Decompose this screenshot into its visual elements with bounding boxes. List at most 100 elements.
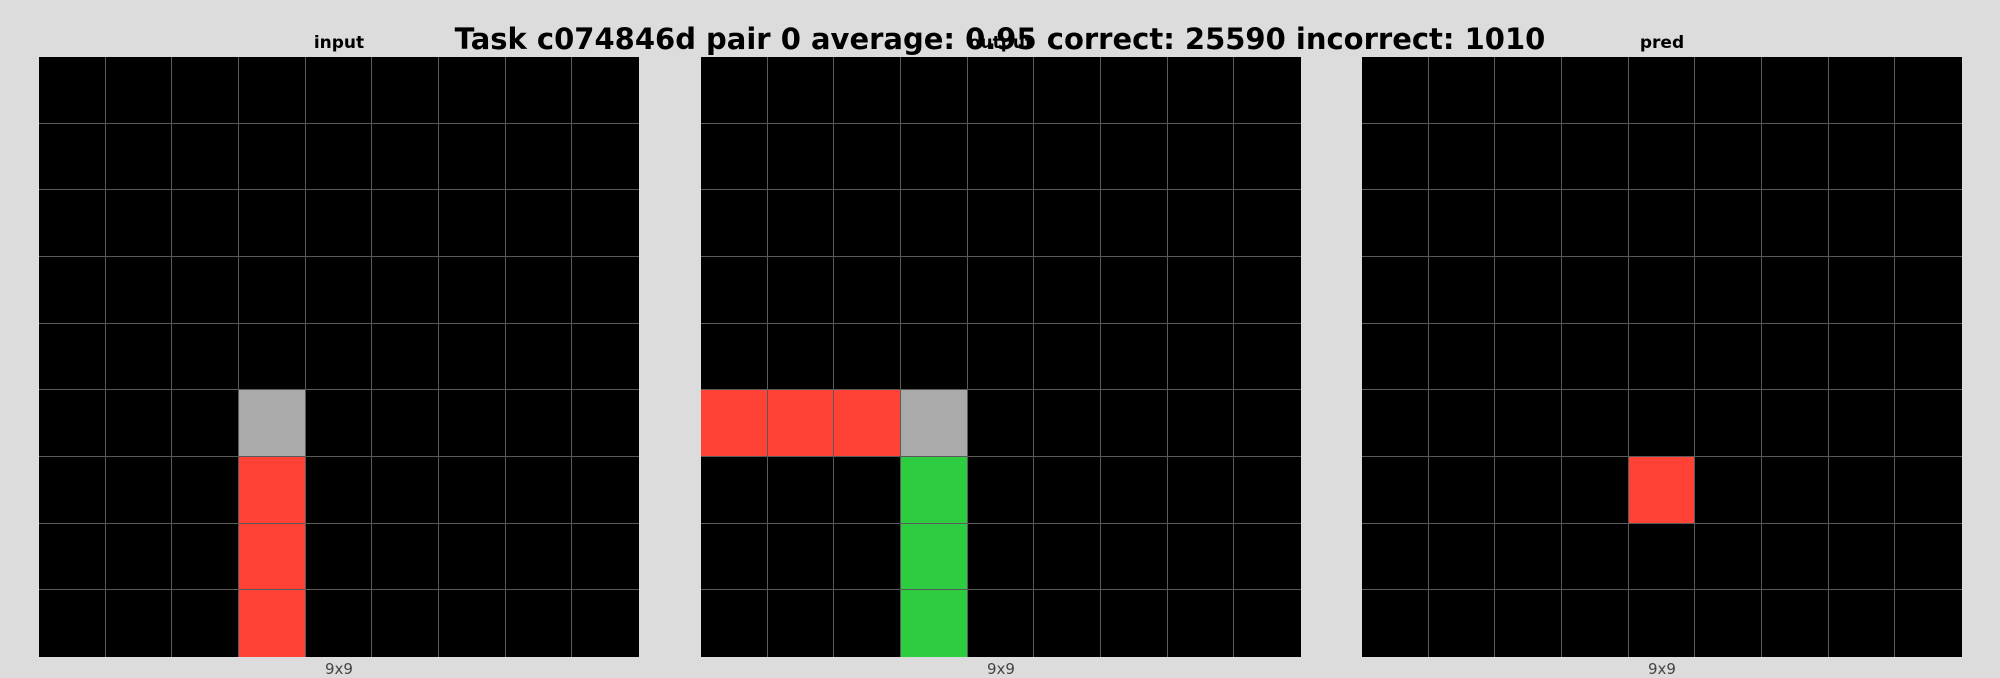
grid-cell [39,323,106,391]
grid-size-label: 9x9 [325,660,353,678]
grid-cell [1167,190,1235,257]
grid-cell [967,390,1035,457]
grid-cell [1428,456,1496,524]
grid-cell [1695,590,1762,657]
grid-cell [1100,523,1168,591]
grid-cell [1034,523,1101,591]
grid-cell [1895,256,1962,324]
output-grid [701,57,1301,657]
grid-cell [701,190,768,257]
grid-cell [1234,390,1301,457]
grid-cell [572,57,639,124]
grid-cell [1234,323,1301,391]
grid-cell [305,323,373,391]
grid-cell [238,256,306,324]
grid-cell [438,523,506,591]
grid-cell [438,456,506,524]
grid-cell [701,456,768,524]
grid-cell [834,523,901,591]
grid-cell [834,590,901,657]
grid-cell [1100,190,1168,257]
grid-cell [572,323,639,391]
grid-cell [1034,190,1101,257]
grid-cell [505,190,573,257]
grid-cell [900,57,968,124]
grid-cell [1428,256,1496,324]
grid-cell [172,456,239,524]
grid-cell [1695,456,1762,524]
grid-cell [572,456,639,524]
grid-cell [1362,456,1429,524]
grid-cell [1428,323,1496,391]
grid-cell [1895,456,1962,524]
grid-cell [967,57,1035,124]
grid-cell [372,123,439,191]
grid-cell [1628,190,1696,257]
grid-cell [1761,123,1829,191]
grid-cell [1628,123,1696,191]
grid-cell [238,123,306,191]
grid-cell [572,123,639,191]
grid-cell [105,390,173,457]
grid-cell [1761,390,1829,457]
grid-cell [39,256,106,324]
grid-cell [900,123,968,191]
grid-cell [834,123,901,191]
figure-title: Task c074846d pair 0 average: 0.95 corre… [454,22,1546,56]
grid-cell [1628,256,1696,324]
grid-cell [900,323,968,391]
grid-cell [767,190,835,257]
grid-cell [572,590,639,657]
grid-size-label: 9x9 [987,660,1015,678]
grid-cell [1561,57,1629,124]
grid-cell [1828,323,1896,391]
grid-cell [701,390,768,457]
grid-cell [505,256,573,324]
grid-cell [1362,323,1429,391]
grid-cell [1761,256,1829,324]
grid-cell [967,523,1035,591]
grid-cell [1561,323,1629,391]
grid-cell [172,123,239,191]
grid-cell [572,256,639,324]
grid-cell [1828,523,1896,591]
grid-cell [767,590,835,657]
grid-cell [1362,190,1429,257]
grid-cell [1167,523,1235,591]
grid-cell [372,323,439,391]
input-grid [39,57,639,657]
grid-cell [172,590,239,657]
grid-cell [1828,57,1896,124]
grid-cell [372,590,439,657]
grid-cell [238,57,306,124]
grid-cell [1895,523,1962,591]
grid-cell [767,456,835,524]
grid-cell [1761,323,1829,391]
grid-cell [1828,390,1896,457]
grid-cell [1628,590,1696,657]
grid-cell [1428,523,1496,591]
grid-cell [1428,123,1496,191]
grid-cell [1495,123,1562,191]
grid-cell [1428,390,1496,457]
grid-cell [172,256,239,324]
grid-cell [305,523,373,591]
grid-cell [372,523,439,591]
grid-cell [105,523,173,591]
panel-output: output 9x9 [701,0,1301,678]
grid-cell [1362,390,1429,457]
grid-cell [1695,57,1762,124]
grid-cell [1034,590,1101,657]
grid-cell [39,590,106,657]
grid-cell [438,590,506,657]
grid-cell [1628,57,1696,124]
grid-cell [172,57,239,124]
grid-cell [172,390,239,457]
grid-cell [1561,256,1629,324]
grid-cell [967,123,1035,191]
grid-cell [1034,390,1101,457]
grid-cell [1695,523,1762,591]
panel-pred: pred 9x9 [1362,0,1962,678]
grid-cell [1362,123,1429,191]
grid-cell [701,323,768,391]
